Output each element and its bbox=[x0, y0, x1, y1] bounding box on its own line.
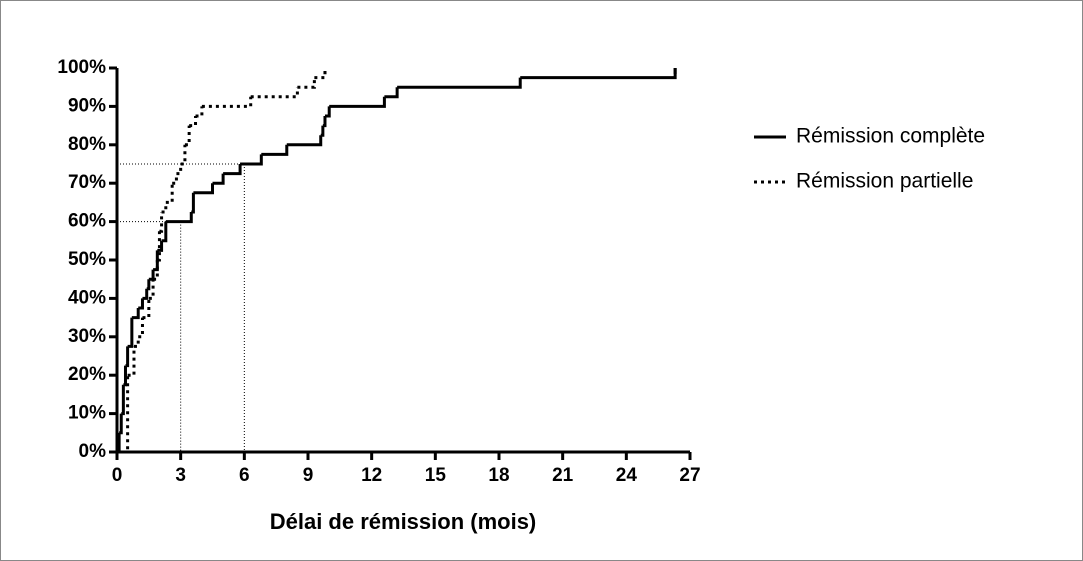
step-segment bbox=[184, 125, 191, 147]
step-segment bbox=[172, 173, 178, 185]
step-segment bbox=[153, 250, 159, 272]
step-segment bbox=[148, 279, 155, 300]
x-tick-label: 15 bbox=[425, 465, 447, 486]
step-segment bbox=[157, 231, 161, 262]
step-segment bbox=[397, 77, 522, 89]
x-tick-label: 18 bbox=[488, 465, 509, 486]
step-segment bbox=[131, 308, 140, 320]
step-segment bbox=[142, 298, 151, 320]
step-segment bbox=[165, 183, 174, 204]
step-segment bbox=[119, 413, 123, 435]
x-tick-label: 6 bbox=[239, 465, 250, 486]
x-tick-label: 12 bbox=[361, 465, 382, 486]
step-segment bbox=[223, 164, 242, 176]
step-segment bbox=[165, 212, 193, 224]
x-tick-label: 24 bbox=[616, 465, 638, 486]
x-tick-label: 9 bbox=[303, 465, 314, 486]
step-segment bbox=[297, 77, 316, 89]
y-tick-label: 70% bbox=[68, 172, 106, 193]
step-segment bbox=[161, 202, 168, 214]
x-tick-label: 0 bbox=[112, 465, 123, 486]
step-segment bbox=[286, 135, 323, 147]
step-segment bbox=[384, 87, 399, 99]
y-tick-label: 0% bbox=[79, 441, 107, 462]
step-segment bbox=[159, 212, 164, 233]
step-segment bbox=[176, 164, 183, 176]
x-tick-label: 27 bbox=[679, 465, 700, 486]
x-tick-label: 3 bbox=[175, 465, 186, 486]
step-segment bbox=[329, 96, 386, 108]
step-segment bbox=[127, 317, 134, 348]
step-segment bbox=[189, 116, 198, 128]
step-segment bbox=[157, 240, 164, 252]
step-segment bbox=[148, 269, 155, 281]
step-segment bbox=[117, 432, 121, 454]
step-segment bbox=[320, 125, 325, 137]
step-segment bbox=[161, 221, 168, 243]
y-tick-label: 90% bbox=[68, 95, 106, 116]
y-tick-label: 100% bbox=[57, 57, 106, 78]
step-segment bbox=[138, 317, 144, 339]
step-segment bbox=[193, 183, 214, 195]
y-tick-label: 60% bbox=[68, 211, 106, 232]
step-segment bbox=[191, 192, 195, 214]
step-segment bbox=[127, 346, 136, 377]
x-axis-label: Délai de rémission (mois) bbox=[270, 509, 537, 534]
step-segment bbox=[212, 173, 225, 185]
step-segment bbox=[125, 346, 130, 368]
step-segment bbox=[180, 144, 187, 166]
legend-label: Rémission partielle bbox=[796, 170, 973, 193]
step-segment bbox=[250, 87, 299, 99]
step-segment bbox=[240, 154, 263, 166]
step-segment bbox=[261, 144, 289, 156]
step-segment bbox=[123, 375, 130, 454]
step-segment bbox=[324, 106, 331, 118]
y-tick-label: 10% bbox=[68, 403, 106, 424]
legend-label: Rémission complète bbox=[796, 125, 985, 148]
step-segment bbox=[138, 298, 144, 310]
step-segment bbox=[133, 336, 140, 348]
step-segment bbox=[121, 384, 125, 416]
step-segment bbox=[520, 68, 677, 80]
y-tick-label: 30% bbox=[68, 326, 106, 347]
y-tick-label: 40% bbox=[68, 287, 106, 308]
step-segment bbox=[146, 279, 151, 291]
step-segment bbox=[142, 288, 149, 300]
step-segment bbox=[201, 96, 253, 108]
step-segment bbox=[322, 116, 327, 128]
step-segment bbox=[153, 260, 159, 281]
step-segment bbox=[123, 365, 127, 387]
x-tick-label: 21 bbox=[552, 465, 574, 486]
y-tick-label: 80% bbox=[68, 134, 106, 155]
y-tick-label: 20% bbox=[68, 364, 106, 385]
step-segment bbox=[195, 106, 204, 118]
y-tick-label: 50% bbox=[68, 249, 106, 270]
step-segment bbox=[314, 68, 327, 80]
